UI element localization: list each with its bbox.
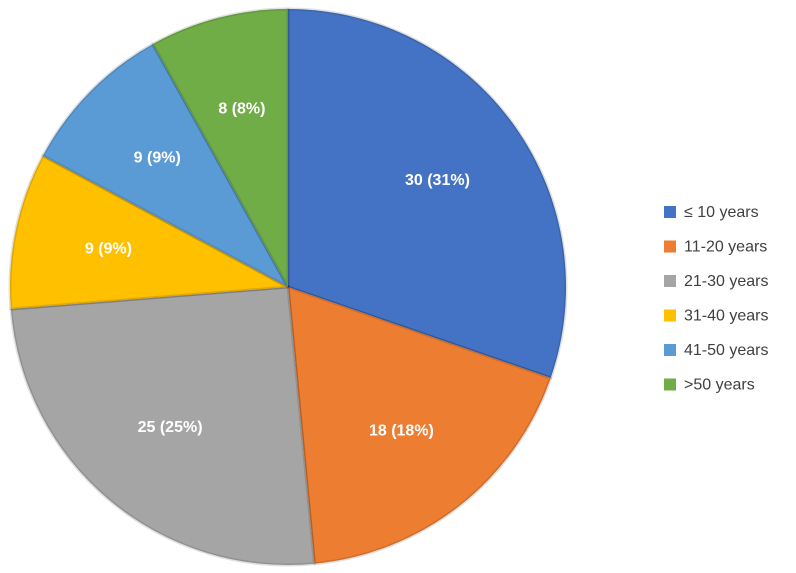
legend-label: >50 years	[684, 377, 755, 394]
legend-label: 31-40 years	[684, 308, 769, 325]
legend-swatch	[664, 344, 676, 356]
pie-slice	[286, 7, 568, 380]
legend-label: ≤ 10 years	[684, 204, 759, 221]
data-label: 25 (25%)	[138, 419, 203, 436]
data-label: 30 (31%)	[405, 172, 470, 189]
pie-slice	[286, 285, 553, 566]
legend-swatch	[664, 309, 676, 322]
pie-slice	[8, 154, 290, 311]
legend-swatch	[664, 206, 676, 218]
legend-swatch	[664, 275, 676, 287]
data-label: 18 (18%)	[369, 422, 434, 439]
legend-swatch	[664, 378, 676, 391]
pie-slice	[151, 7, 290, 289]
data-label: 8 (8%)	[218, 101, 265, 118]
pie-slice	[41, 42, 290, 289]
legend-swatch	[664, 240, 676, 253]
pie-slice	[9, 285, 316, 567]
legend-label: 21-30 years	[684, 273, 769, 290]
data-label: 9 (9%)	[134, 150, 181, 167]
legend-label: 11-20 years	[684, 239, 767, 256]
legend-label: 41-50 years	[684, 342, 769, 359]
data-label: 9 (9%)	[85, 241, 132, 258]
